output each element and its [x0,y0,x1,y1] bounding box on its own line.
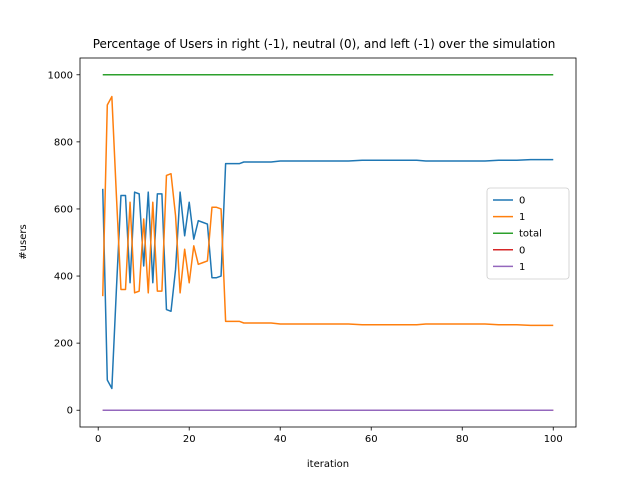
x-tick-label: 60 [365,434,378,445]
y-tick-label: 800 [54,137,73,148]
x-tick-label: 80 [456,434,469,445]
legend-label: total [519,229,542,240]
x-axis-ticks: 0 20 40 60 80 100 [95,427,563,445]
legend-label: 1 [519,212,525,223]
legend: 0 1 total 0 1 [486,187,570,280]
plot-frame [79,57,577,428]
x-tick-label: 40 [274,434,287,445]
legend-box [486,187,570,280]
legend-label: 0 [519,245,525,256]
chart-title: Percentage of Users in right (-1), neutr… [93,37,556,51]
legend-label: 0 [519,196,525,207]
x-axis-label: iteration [307,459,349,470]
y-axis-label: #users [18,224,29,259]
y-tick-label: 400 [54,272,73,283]
y-tick-label: 200 [54,339,73,350]
x-tick-label: 100 [544,434,563,445]
series-line-0 [102,158,554,390]
y-tick-label: 0 [67,406,73,417]
series-lines [102,74,554,411]
y-tick-label: 600 [54,204,73,215]
x-tick-label: 20 [183,434,196,445]
series-line-1 [102,95,554,327]
x-tick-label: 0 [95,434,101,445]
legend-label: 1 [519,262,525,273]
y-axis-ticks: 0 200 400 600 800 1000 [48,70,80,417]
y-tick-label: 1000 [48,70,73,81]
